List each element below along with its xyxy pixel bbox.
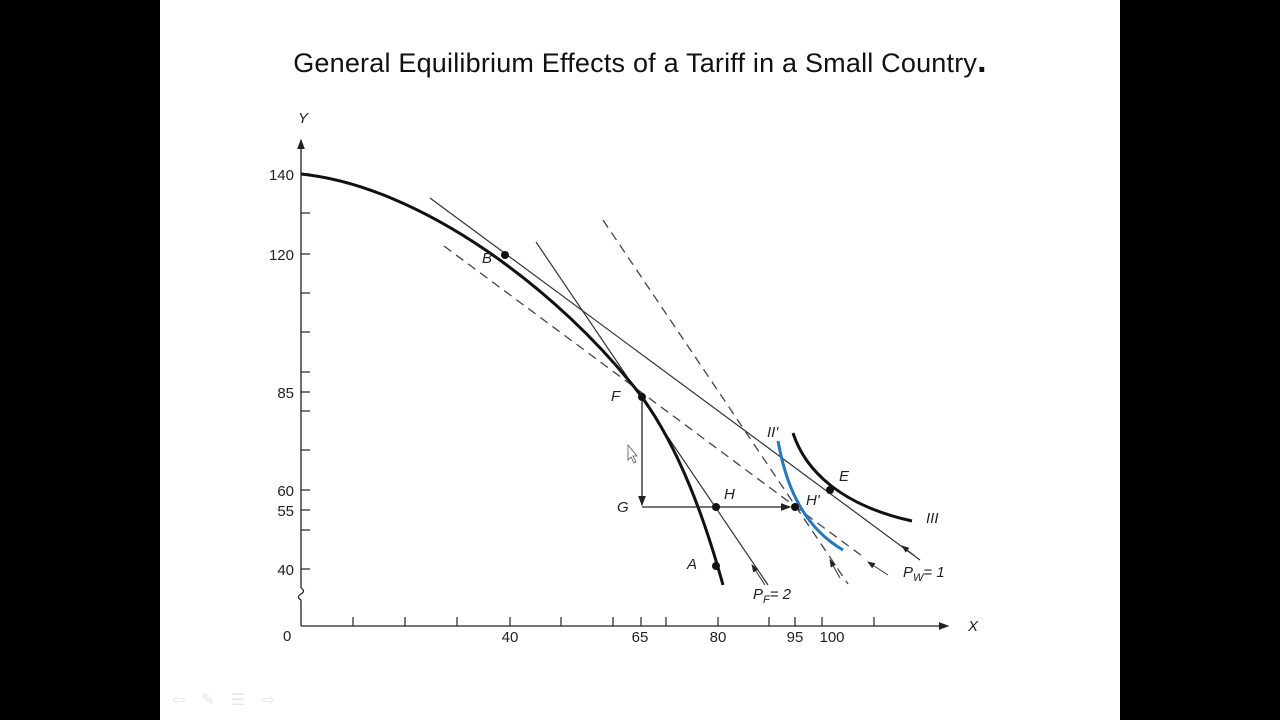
y-tick-label: 120	[269, 247, 294, 264]
y-tick-label: 60	[277, 483, 294, 500]
pen-icon[interactable]: ✎	[201, 690, 215, 709]
pw-pointer-arrow	[901, 545, 916, 557]
title-period: .	[977, 42, 987, 80]
indifference-curve-III	[791, 432, 913, 523]
slide: General Equilibrium Effects of a Tariff …	[160, 0, 1120, 720]
x-axis	[301, 617, 950, 630]
origin-label: 0	[283, 628, 291, 645]
x-tick-label: 65	[632, 629, 649, 646]
point-B	[501, 251, 509, 259]
slideshow-nav: ⇦ ✎ ☰ ⇨	[172, 690, 275, 709]
point-F	[638, 393, 646, 401]
x-tick-label: 80	[710, 629, 727, 646]
next-icon[interactable]: ⇨	[261, 690, 275, 709]
label-H-prime: H'	[806, 492, 821, 509]
label-III: III	[926, 510, 939, 527]
title-text: General Equilibrium Effects of a Tariff …	[293, 48, 978, 78]
indifference-curve-II-prime	[776, 440, 844, 552]
label-A: A	[686, 556, 697, 573]
point-H	[712, 503, 720, 511]
label-F: F	[611, 388, 621, 405]
label-E: E	[839, 468, 850, 485]
x-axis-label: X	[967, 618, 979, 635]
mouse-cursor-icon	[627, 443, 638, 464]
point-E	[826, 486, 834, 494]
production-possibility-frontier	[300, 172, 725, 586]
world-price-line	[429, 197, 921, 561]
label-B: B	[482, 250, 492, 267]
label-H: H	[724, 486, 735, 503]
y-tick-label: 140	[269, 167, 294, 184]
previous-icon[interactable]: ⇦	[172, 690, 186, 709]
label-pf: PF= 2	[753, 586, 792, 606]
y-axis-label: Y	[298, 110, 309, 127]
dashed-pointer-arrow	[867, 561, 889, 576]
point-H-prime	[791, 503, 799, 511]
y-axis	[297, 138, 310, 626]
label-II-prime: II'	[767, 424, 779, 441]
y-tick-label: 55	[277, 503, 294, 520]
x-tick-label: 40	[502, 629, 519, 646]
x-tick-label: 100	[819, 629, 844, 646]
dashed-pointer-arrow	[829, 559, 841, 579]
slide-title: General Equilibrium Effects of a Tariff …	[160, 42, 1120, 81]
tariff-diagram: Y X 0 140 120 85 60 55 40 40 65 80 95 10…	[269, 110, 979, 646]
y-tick-label: 85	[277, 385, 294, 402]
menu-icon[interactable]: ☰	[230, 690, 246, 709]
point-A	[712, 562, 720, 570]
consumption-price-line-dashed	[443, 245, 863, 557]
y-tick-label: 40	[277, 562, 294, 579]
label-G: G	[617, 499, 629, 516]
pf-pointer-arrow	[751, 564, 766, 586]
steep-price-line-dashed	[602, 219, 849, 585]
x-tick-label: 95	[787, 629, 804, 646]
label-pw: PW= 1	[903, 564, 945, 584]
